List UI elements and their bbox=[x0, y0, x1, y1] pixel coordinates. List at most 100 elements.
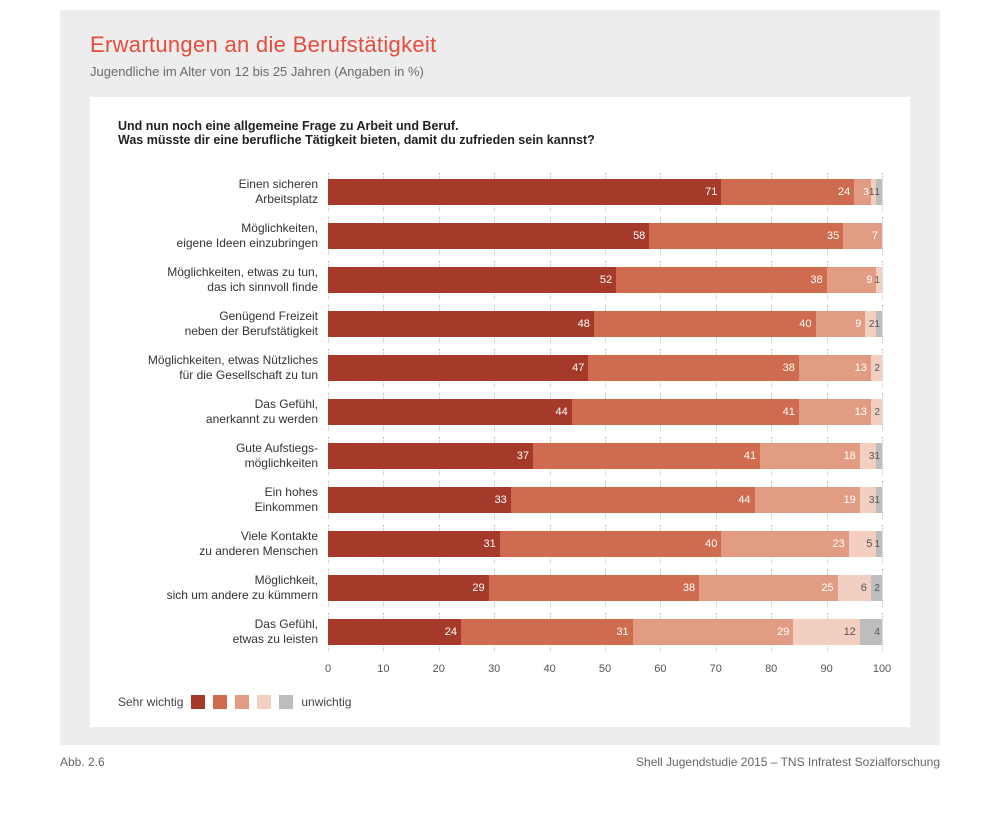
row-label: Einen sicherenArbeitsplatz bbox=[118, 177, 328, 207]
bar-segment: 2 bbox=[871, 355, 882, 381]
chart-row: Viele Kontaktezu anderen Menschen3140235… bbox=[118, 529, 882, 559]
bar-segment: 40 bbox=[500, 531, 722, 557]
bar-segment: 31 bbox=[328, 531, 500, 557]
bar-segment: 9 bbox=[827, 267, 877, 293]
bars-wrap: 4840921 bbox=[328, 311, 882, 337]
bar-segment: 35 bbox=[649, 223, 843, 249]
chart-card: Erwartungen an die Berufstätigkeit Jugen… bbox=[60, 10, 940, 745]
bar-segment: 37 bbox=[328, 443, 533, 469]
x-tick: 80 bbox=[765, 663, 777, 675]
figure-number: Abb. 2.6 bbox=[60, 755, 105, 769]
bars-wrap: 58357 bbox=[328, 223, 882, 249]
bar-segment: 58 bbox=[328, 223, 649, 249]
x-tick: 50 bbox=[599, 663, 611, 675]
chart-row: Möglichkeiten,eigene Ideen einzubringen5… bbox=[118, 221, 882, 251]
question-line-2: Was müsste dir eine berufliche Tätigkeit… bbox=[118, 133, 882, 147]
chart-row: Möglichkeiten, etwas zu tun,das ich sinn… bbox=[118, 265, 882, 295]
bars-wrap: 37411831 bbox=[328, 443, 882, 469]
bars-wrap: 29382562 bbox=[328, 575, 882, 601]
bar-stack: 4738132 bbox=[328, 355, 882, 381]
row-label: Genügend Freizeitneben der Berufstätigke… bbox=[118, 309, 328, 339]
legend-right-label: unwichtig bbox=[301, 695, 351, 709]
bar-segment: 7 bbox=[843, 223, 882, 249]
bar-segment: 18 bbox=[760, 443, 860, 469]
bar-stack: 4441132 bbox=[328, 399, 882, 425]
row-label: Das Gefühl,etwas zu leisten bbox=[118, 617, 328, 647]
bar-segment: 48 bbox=[328, 311, 594, 337]
x-tick: 90 bbox=[820, 663, 832, 675]
bar-segment: 38 bbox=[588, 355, 799, 381]
bar-segment: 33 bbox=[328, 487, 511, 513]
bar-segment: 71 bbox=[328, 179, 721, 205]
bar-segment: 29 bbox=[328, 575, 489, 601]
legend-left-label: Sehr wichtig bbox=[118, 695, 183, 709]
bar-stack: 31402351 bbox=[328, 531, 882, 557]
bar-segment: 19 bbox=[755, 487, 860, 513]
stacked-bar-chart: Einen sicherenArbeitsplatz7124311Möglich… bbox=[118, 177, 882, 647]
bar-segment: 52 bbox=[328, 267, 616, 293]
bars-wrap: 31402351 bbox=[328, 531, 882, 557]
bar-segment: 4 bbox=[860, 619, 882, 645]
bar-stack: 33441931 bbox=[328, 487, 882, 513]
row-label: Möglichkeiten, etwas Nützlichesfür die G… bbox=[118, 353, 328, 383]
legend-swatch-3 bbox=[235, 695, 249, 709]
legend-swatch-2 bbox=[213, 695, 227, 709]
question-block: Und nun noch eine allgemeine Frage zu Ar… bbox=[118, 119, 882, 147]
bar-segment: 24 bbox=[328, 619, 461, 645]
bar-segment: 13 bbox=[799, 399, 871, 425]
bar-segment: 2 bbox=[871, 399, 882, 425]
bar-segment: 5 bbox=[849, 531, 877, 557]
bar-segment: 1 bbox=[876, 179, 882, 205]
x-tick: 0 bbox=[325, 663, 331, 675]
bar-segment: 1 bbox=[876, 443, 882, 469]
legend-swatch-5 bbox=[279, 695, 293, 709]
bar-segment: 1 bbox=[876, 267, 882, 293]
x-tick: 20 bbox=[433, 663, 445, 675]
bars-wrap: 7124311 bbox=[328, 179, 882, 205]
chart-row: Genügend Freizeitneben der Berufstätigke… bbox=[118, 309, 882, 339]
bar-segment: 1 bbox=[876, 487, 882, 513]
bar-stack: 243129124 bbox=[328, 619, 882, 645]
bars-wrap: 4738132 bbox=[328, 355, 882, 381]
chart-row: Einen sicherenArbeitsplatz7124311 bbox=[118, 177, 882, 207]
bar-segment: 41 bbox=[572, 399, 799, 425]
chart-row: Möglichkeiten, etwas Nützlichesfür die G… bbox=[118, 353, 882, 383]
x-axis: 0102030405060708090100 bbox=[328, 661, 882, 681]
bar-segment: 1 bbox=[876, 531, 882, 557]
bar-segment: 1 bbox=[876, 311, 882, 337]
bars-wrap: 523891 bbox=[328, 267, 882, 293]
bar-stack: 523891 bbox=[328, 267, 882, 293]
bars-wrap: 33441931 bbox=[328, 487, 882, 513]
question-line-1: Und nun noch eine allgemeine Frage zu Ar… bbox=[118, 119, 882, 133]
chart-row: Ein hohesEinkommen33441931 bbox=[118, 485, 882, 515]
chart-row: Das Gefühl,anerkannt zu werden4441132 bbox=[118, 397, 882, 427]
bar-segment: 38 bbox=[489, 575, 700, 601]
bar-segment: 44 bbox=[511, 487, 755, 513]
legend-swatch-1 bbox=[191, 695, 205, 709]
x-tick: 70 bbox=[710, 663, 722, 675]
x-tick: 100 bbox=[873, 663, 891, 675]
bar-segment: 29 bbox=[633, 619, 794, 645]
x-tick: 40 bbox=[543, 663, 555, 675]
bar-segment: 31 bbox=[461, 619, 633, 645]
bar-segment: 2 bbox=[871, 575, 882, 601]
x-tick: 30 bbox=[488, 663, 500, 675]
chart-row: Das Gefühl,etwas zu leisten243129124 bbox=[118, 617, 882, 647]
chart-panel: Und nun noch eine allgemeine Frage zu Ar… bbox=[90, 97, 910, 727]
row-label: Möglichkeiten,eigene Ideen einzubringen bbox=[118, 221, 328, 251]
bar-stack: 29382562 bbox=[328, 575, 882, 601]
bar-segment: 6 bbox=[838, 575, 871, 601]
legend: Sehr wichtig unwichtig bbox=[118, 695, 882, 709]
chart-row: Möglichkeit,sich um andere zu kümmern293… bbox=[118, 573, 882, 603]
bar-segment: 40 bbox=[594, 311, 816, 337]
bars-wrap: 4441132 bbox=[328, 399, 882, 425]
bar-stack: 37411831 bbox=[328, 443, 882, 469]
bar-stack: 58357 bbox=[328, 223, 882, 249]
bar-segment: 44 bbox=[328, 399, 572, 425]
bar-stack: 7124311 bbox=[328, 179, 882, 205]
row-label: Ein hohesEinkommen bbox=[118, 485, 328, 515]
page: Erwartungen an die Berufstätigkeit Jugen… bbox=[0, 0, 1000, 832]
card-subtitle: Jugendliche im Alter von 12 bis 25 Jahre… bbox=[90, 64, 910, 79]
x-tick: 60 bbox=[654, 663, 666, 675]
x-tick: 10 bbox=[377, 663, 389, 675]
